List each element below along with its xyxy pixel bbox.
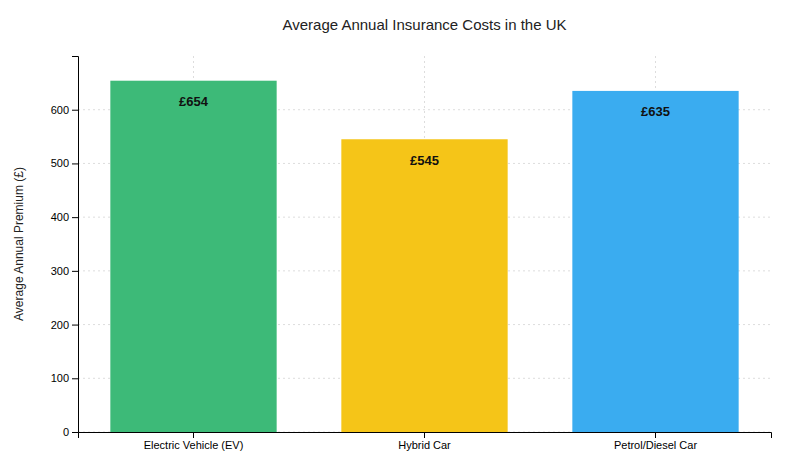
y-tick-mark [72, 217, 78, 218]
y-axis-line [72, 57, 79, 433]
data-labels: £654 £545 £635 [179, 94, 670, 168]
x-tick: Hybrid Car [398, 432, 451, 451]
y-axis: 0 100 200 300 400 500 600 [51, 57, 79, 439]
y-tick-mark [72, 110, 78, 111]
y-tick-label: 0 [63, 426, 69, 438]
y-tick-mark [72, 378, 78, 379]
y-tick: 300 [51, 265, 78, 277]
bar [110, 81, 276, 432]
x-tick-mark [193, 432, 194, 438]
bars [110, 81, 738, 432]
chart-container: £654 £545 £635 0 100 200 300 400 500 600 Electric … [0, 0, 795, 476]
y-axis-title: Average Annual Premium (£) [12, 167, 26, 321]
x-tick-label: Petrol/Diesel Car [614, 439, 697, 451]
chart-svg: £654 £545 £635 0 100 200 300 400 500 600 Electric … [0, 0, 795, 476]
x-tick-mark [655, 432, 656, 438]
chart-title: Average Annual Insurance Costs in the UK [282, 16, 566, 33]
y-tick-label: 500 [51, 157, 69, 169]
x-tick: Electric Vehicle (EV) [144, 432, 244, 451]
y-tick: 0 [63, 426, 78, 438]
y-tick: 100 [51, 372, 78, 384]
y-tick-label: 100 [51, 372, 69, 384]
bar [341, 139, 507, 432]
plot-area: £654 £545 £635 0 100 200 300 400 500 600 Electric … [51, 56, 772, 451]
x-tick-mark [424, 432, 425, 438]
data-label: £545 [410, 153, 439, 168]
data-label: £654 [179, 94, 209, 109]
y-tick: 600 [51, 104, 78, 116]
y-tick-mark [72, 432, 78, 433]
y-tick-mark [72, 271, 78, 272]
y-tick: 400 [51, 211, 78, 223]
y-tick-label: 400 [51, 211, 69, 223]
y-tick-mark [72, 325, 78, 326]
x-tick-label: Hybrid Car [398, 439, 451, 451]
y-tick: 200 [51, 319, 78, 331]
grid [78, 56, 771, 432]
x-axis: Electric Vehicle (EV) Hybrid Car Petrol/Di… [79, 432, 772, 451]
bar [572, 91, 738, 432]
data-label: £635 [641, 104, 670, 119]
y-tick: 500 [51, 157, 78, 169]
y-tick-mark [72, 163, 78, 164]
x-axis-line [79, 433, 772, 439]
y-tick-label: 300 [51, 265, 69, 277]
x-tick: Petrol/Diesel Car [614, 432, 697, 451]
x-tick-label: Electric Vehicle (EV) [144, 439, 244, 451]
y-tick-label: 200 [51, 319, 69, 331]
y-tick-label: 600 [51, 104, 69, 116]
